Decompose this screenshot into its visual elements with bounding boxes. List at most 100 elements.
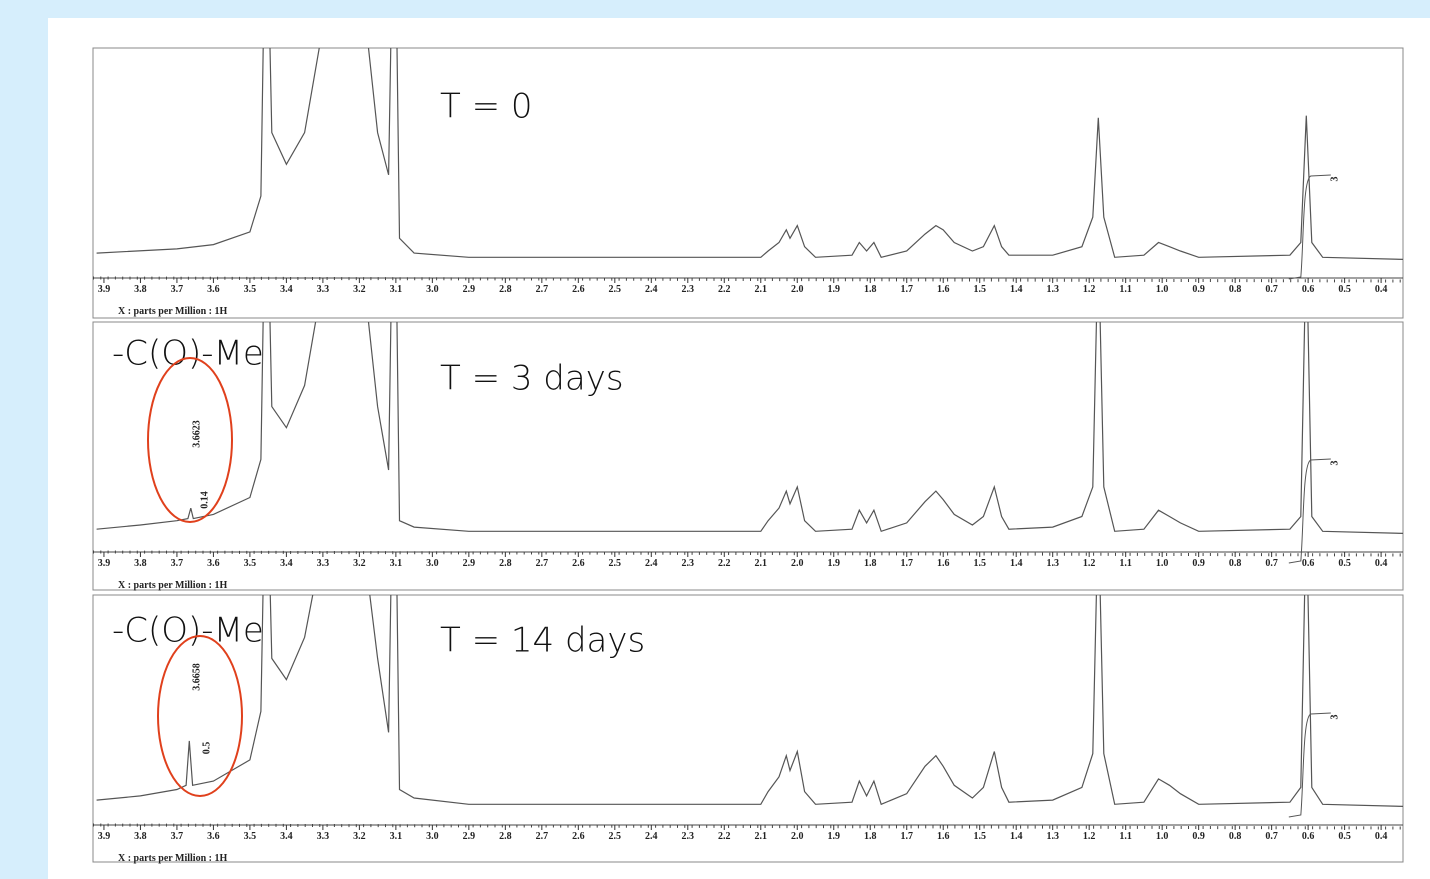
x-tick-label: 1.2: [1083, 831, 1096, 842]
chart-title: T = 0: [440, 87, 533, 127]
x-tick-label: 3.6: [207, 284, 220, 295]
x-tick-label: 0.5: [1338, 831, 1351, 842]
x-tick-label: 2.7: [536, 558, 549, 569]
x-tick-label: 2.9: [463, 831, 476, 842]
x-tick-label: 1.1: [1119, 831, 1132, 842]
x-tick-label: 3.8: [134, 558, 147, 569]
x-tick-label: 2.4: [645, 284, 658, 295]
annotation: 3: [1329, 715, 1340, 720]
chart-title: T = 14 days: [440, 621, 645, 661]
highlight-ellipse: [157, 635, 243, 797]
x-tick-label: 2.6: [572, 284, 585, 295]
panel: [48, 18, 1430, 879]
x-tick-label: 2.2: [718, 558, 731, 569]
x-tick-label: 2.5: [609, 558, 622, 569]
x-tick-label: 0.6: [1302, 831, 1315, 842]
x-tick-label: 2.1: [755, 558, 768, 569]
x-tick-label: 3.9: [98, 284, 111, 295]
annotation: 3: [1329, 461, 1340, 466]
annotation: -C(O)-Me: [112, 611, 264, 651]
x-tick-label: 1.5: [973, 558, 986, 569]
x-tick-label: 3.4: [280, 831, 293, 842]
x-tick-label: 3.1: [390, 558, 403, 569]
x-tick-label: 2.1: [755, 831, 768, 842]
x-tick-label: 1.2: [1083, 558, 1096, 569]
x-tick-label: 0.7: [1265, 831, 1278, 842]
x-tick-label: 2.7: [536, 831, 549, 842]
x-axis-label: X : parts per Million : 1H: [118, 306, 227, 317]
x-tick-label: 0.5: [1338, 284, 1351, 295]
x-tick-label: 0.5: [1338, 558, 1351, 569]
annotation: 3: [1329, 177, 1340, 182]
spectrum: [96, 48, 1403, 260]
x-tick-label: 1.0: [1156, 831, 1169, 842]
x-tick-label: 2.3: [682, 558, 695, 569]
x-tick-label: 1.1: [1119, 558, 1132, 569]
x-tick-label: 0.4: [1375, 831, 1388, 842]
x-tick-label: 2.0: [791, 558, 804, 569]
x-tick-label: 2.1: [755, 284, 768, 295]
x-tick-label: 0.7: [1265, 284, 1278, 295]
x-tick-label: 1.3: [1046, 558, 1059, 569]
x-tick-label: 2.7: [536, 284, 549, 295]
x-tick-label: 1.6: [937, 284, 950, 295]
x-tick-label: 1.6: [937, 831, 950, 842]
x-tick-label: 2.3: [682, 284, 695, 295]
x-tick-label: 1.0: [1156, 558, 1169, 569]
spectrum: [96, 322, 1403, 534]
x-tick-label: 3.3: [317, 284, 330, 295]
x-tick-label: 1.4: [1010, 831, 1023, 842]
x-tick-label: 1.7: [900, 558, 913, 569]
x-tick-label: 2.3: [682, 831, 695, 842]
x-tick-label: 3.7: [171, 558, 184, 569]
x-tick-label: 1.3: [1046, 284, 1059, 295]
integral-curve: [1288, 458, 1331, 564]
x-tick-label: 3.0: [426, 558, 439, 569]
x-tick-label: 1.8: [864, 284, 877, 295]
x-tick-label: 3.4: [280, 558, 293, 569]
x-tick-label: 2.9: [463, 284, 476, 295]
x-tick-label: 0.6: [1302, 558, 1315, 569]
x-tick-label: 2.8: [499, 558, 512, 569]
x-tick-label: 2.6: [572, 831, 585, 842]
x-tick-label: 3.6: [207, 831, 220, 842]
annotation: 3.6658: [191, 663, 202, 691]
x-tick-label: 1.9: [828, 558, 841, 569]
x-tick-label: 3.6: [207, 558, 220, 569]
x-tick-label: 2.5: [609, 831, 622, 842]
x-tick-label: 0.8: [1229, 831, 1242, 842]
x-tick-label: 0.4: [1375, 284, 1388, 295]
x-tick-label: 3.3: [317, 558, 330, 569]
x-tick-label: 0.4: [1375, 558, 1388, 569]
x-tick-label: 3.1: [390, 284, 403, 295]
x-tick-label: 0.8: [1229, 284, 1242, 295]
x-tick-label: 1.8: [864, 558, 877, 569]
highlight-ellipse: [147, 357, 233, 523]
x-tick-label: 1.3: [1046, 831, 1059, 842]
spectrum: [96, 595, 1403, 807]
x-tick-label: 1.1: [1119, 284, 1132, 295]
x-tick-label: 1.4: [1010, 284, 1023, 295]
x-tick-label: 1.7: [900, 284, 913, 295]
x-tick-label: 1.4: [1010, 558, 1023, 569]
x-tick-label: 0.9: [1192, 831, 1205, 842]
x-axis-label: X : parts per Million : 1H: [118, 580, 227, 591]
x-tick-label: 3.5: [244, 831, 257, 842]
annotation: 3.6623: [191, 420, 202, 448]
x-tick-label: 1.5: [973, 284, 986, 295]
x-tick-label: 3.4: [280, 284, 293, 295]
x-tick-label: 1.9: [828, 284, 841, 295]
x-tick-label: 2.8: [499, 284, 512, 295]
x-tick-label: 0.9: [1192, 284, 1205, 295]
x-tick-label: 3.0: [426, 284, 439, 295]
x-tick-label: 0.7: [1265, 558, 1278, 569]
x-tick-label: 2.9: [463, 558, 476, 569]
x-tick-label: 1.2: [1083, 284, 1096, 295]
x-tick-label: 3.5: [244, 284, 257, 295]
x-tick-label: 1.7: [900, 831, 913, 842]
x-tick-label: 3.2: [353, 284, 366, 295]
x-tick-label: 1.8: [864, 831, 877, 842]
annotation: 0.5: [201, 742, 212, 755]
x-tick-label: 1.6: [937, 558, 950, 569]
x-tick-label: 2.8: [499, 831, 512, 842]
